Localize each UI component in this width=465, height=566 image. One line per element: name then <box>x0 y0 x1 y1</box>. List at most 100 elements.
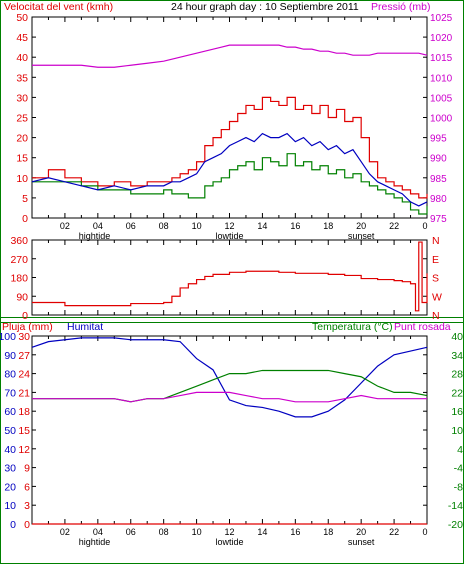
wind-gust-series <box>31 132 428 207</box>
wind-y-tick-label: 30 <box>16 92 28 104</box>
humidity-y-tick-label: 50 <box>4 425 16 437</box>
humidity-y-tick-label: 0 <box>10 519 16 531</box>
wind-y-tick-label: 5 <box>22 193 28 205</box>
wind-y-tick-label: 20 <box>16 133 28 145</box>
direction-compass-label: N <box>432 235 440 247</box>
wind-y-tick-label: 40 <box>16 52 28 64</box>
humidity-y-tick-label: 20 <box>4 481 16 493</box>
rain-y-tick-label: 6 <box>24 481 30 493</box>
temperature-x-axis-x-tick-label: 16 <box>290 527 300 537</box>
temperature-y-tick-label: 16 <box>451 406 463 418</box>
rain-y-tick-label: 18 <box>18 406 30 418</box>
wind-y-tick-label: 10 <box>16 173 28 185</box>
temperature-x-axis-x-tick-label: 06 <box>126 527 136 537</box>
humidity-title: Humitat <box>67 321 103 333</box>
wind-title: Velocitat del vent (kmh) <box>4 1 113 13</box>
humidity-y-tick-label: 90 <box>4 350 16 362</box>
temperature-y-tick-label: -4 <box>454 463 463 475</box>
outer-frame-top <box>0 0 464 323</box>
rain-y-tick-label: 21 <box>18 387 30 399</box>
wind-x-axis-x-tick-label: 10 <box>192 221 202 231</box>
pressure-y-tick-label: 990 <box>430 154 447 165</box>
wind-x-axis-x-tick-label: 20 <box>356 221 366 231</box>
temperature-x-axis-x-tick-label: 22 <box>389 527 399 537</box>
wind-y-tick-label: 15 <box>16 153 28 165</box>
humidity-y-tick-label: 40 <box>4 444 16 456</box>
pressure-y-tick-label: 980 <box>430 194 447 205</box>
pressure-title: Pressió (mb) <box>371 1 431 13</box>
direction-compass-label: S <box>432 273 439 285</box>
humidity-y-tick-label: 80 <box>4 369 16 381</box>
wind-x-axis-x-tick-label: 0 <box>422 221 427 231</box>
rain-y-tick-label: 15 <box>18 425 30 437</box>
wind-x-axis-x-tick-label: 04 <box>93 221 103 231</box>
pressure-y-tick-label: 1015 <box>430 53 453 64</box>
temperature-y-tick-label: -20 <box>448 519 463 531</box>
temperature-x-axis-x-tick-label: 18 <box>323 527 333 537</box>
direction-y-tick-label: 180 <box>10 273 28 285</box>
temperature-y-tick-label: -8 <box>454 481 463 493</box>
temperature-y-tick-label: -14 <box>448 500 463 512</box>
rain-y-tick-label: 30 <box>18 331 30 343</box>
wind-x-axis-x-tick-label: 02 <box>60 221 70 231</box>
wind-x-axis-x-tick-label: 08 <box>159 221 169 231</box>
rain-y-tick-label: 0 <box>24 519 30 531</box>
temperature-x-axis-x-tick-label: 04 <box>93 527 103 537</box>
wind-y-tick-label: 45 <box>16 32 28 44</box>
wind-speed-series <box>32 96 428 199</box>
wind-x-axis-event-label: hightide <box>79 231 111 241</box>
pressure-y-tick-label: 995 <box>430 134 447 145</box>
wind-x-axis-x-tick-label: 14 <box>257 221 267 231</box>
humidity-y-tick-label: 60 <box>4 406 16 418</box>
humidity-series <box>31 337 428 418</box>
wind-x-axis-event-label: sunset <box>348 231 375 241</box>
wind-x-axis-x-tick-label: 12 <box>224 221 234 231</box>
rain-y-tick-label: 3 <box>24 500 30 512</box>
wind-x-axis-x-tick-label: 06 <box>126 221 136 231</box>
rain-y-tick-label: 12 <box>18 444 30 456</box>
wind-y-tick-label: 0 <box>22 213 28 225</box>
direction-y-tick-label: 90 <box>16 291 28 303</box>
rain-y-tick-label: 9 <box>24 463 30 475</box>
direction-y-tick-label: 270 <box>10 254 28 266</box>
direction-compass-label: E <box>432 254 439 266</box>
pressure-y-tick-label: 975 <box>430 214 447 225</box>
pressure-y-tick-label: 1025 <box>430 13 453 24</box>
temperature-x-axis-x-tick-label: 0 <box>422 527 427 537</box>
humidity-y-tick-label: 10 <box>4 500 16 512</box>
dew-point-series <box>32 391 427 403</box>
pressure-y-tick-label: 985 <box>430 174 447 185</box>
temperature-y-tick-label: 4 <box>457 444 463 456</box>
temperature-x-axis-event-label: lowtide <box>215 537 243 547</box>
direction-plot-frame <box>31 239 428 316</box>
temperature-x-axis-x-tick-label: 20 <box>356 527 366 537</box>
wind-x-axis-x-tick-label: 22 <box>389 221 399 231</box>
wind-x-axis-x-tick-label: 16 <box>290 221 300 231</box>
direction-series <box>32 241 428 312</box>
temperature-x-axis-x-tick-label: 08 <box>159 527 169 537</box>
temperature-y-tick-label: 10 <box>451 425 463 437</box>
wind-x-axis-x-tick-label: 18 <box>323 221 333 231</box>
chart-title: 24 hour graph day : 10 Septiembre 2011 <box>171 1 359 13</box>
dew-title: Punt rosada <box>394 321 451 333</box>
rain-y-tick-label: 27 <box>18 350 30 362</box>
direction-y-tick-label: 0 <box>22 310 28 322</box>
temperature-y-tick-label: 28 <box>451 369 463 381</box>
temperature-y-tick-label: 40 <box>451 331 463 343</box>
humidity-y-tick-label: 30 <box>4 463 16 475</box>
pressure-y-tick-label: 1020 <box>430 33 453 44</box>
direction-compass-label: N <box>432 310 440 322</box>
rain-y-tick-label: 24 <box>18 369 30 381</box>
temperature-x-axis-x-tick-label: 14 <box>257 527 267 537</box>
temperature-plot-frame <box>31 335 428 525</box>
temperature-y-tick-label: 22 <box>451 387 463 399</box>
wind-y-tick-label: 50 <box>16 12 28 24</box>
pressure-y-tick-label: 1005 <box>430 93 453 104</box>
pressure-y-tick-label: 1000 <box>430 114 453 125</box>
outer-frame-bottom <box>0 317 464 564</box>
temperature-title: Temperatura (°C) <box>312 321 393 333</box>
pressure-series <box>32 44 428 68</box>
humidity-y-tick-label: 70 <box>4 387 16 399</box>
temperature-x-axis-event-label: sunset <box>348 537 375 547</box>
